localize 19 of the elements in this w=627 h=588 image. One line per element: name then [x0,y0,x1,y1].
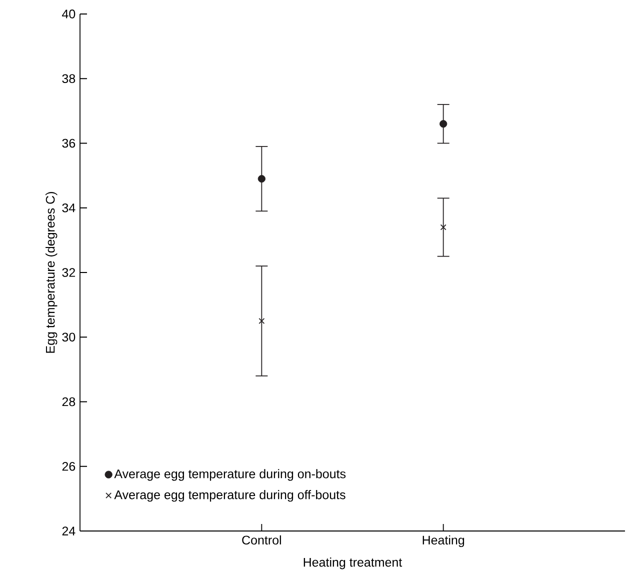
point [440,224,446,230]
x-axis-title: Heating treatment [304,558,402,570]
point [258,318,265,324]
y-tick-label: 26 [62,462,76,471]
x-tick-label: Heating [422,535,464,548]
y-tick-label: 40 [62,10,76,18]
legend-label: Average egg temperature during on-bouts [114,469,346,481]
y-tick-label: 38 [62,74,76,84]
point [258,174,266,183]
x-tick-label: Control [242,535,281,545]
y-tick-label: 32 [62,268,76,277]
y-tick-label: 24 [62,526,76,536]
y-tick-label: 30 [62,332,76,342]
legend-label: Average egg temperature during off-bouts [114,490,346,502]
y-axis-title: Egg temperature (degrees C) [46,192,58,353]
y-tick-label: 34 [62,203,76,212]
y-tick-label: 28 [62,397,76,406]
point [440,120,448,128]
y-tick-label: 36 [62,138,76,148]
